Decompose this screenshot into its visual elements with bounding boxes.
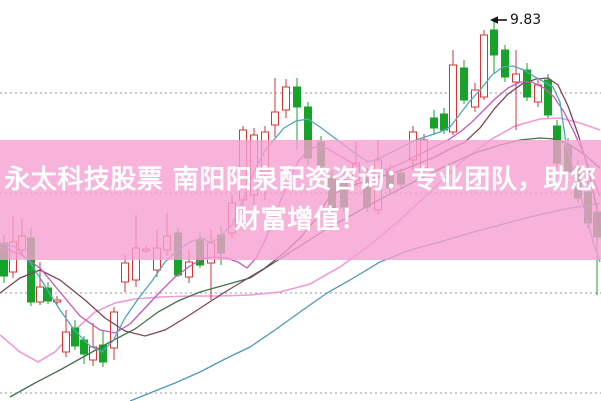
candle	[62, 310, 70, 357]
candle	[544, 74, 552, 118]
candle	[44, 282, 52, 304]
candle	[121, 255, 129, 292]
price-annotation: 9.83	[489, 12, 541, 28]
line-cyan	[0, 65, 601, 353]
candle	[36, 262, 44, 305]
candle	[293, 78, 301, 150]
candle	[271, 78, 279, 137]
candle	[89, 323, 97, 366]
banner-text-line2: 财富增值！	[234, 205, 367, 235]
candle	[449, 50, 457, 135]
candle	[71, 320, 79, 350]
banner-text-line1: 永太科技股票 南阳阳泉配资咨询：专业团队，助您	[4, 165, 597, 195]
candle	[512, 50, 520, 130]
left-arrow-icon	[490, 16, 507, 24]
candle	[99, 330, 107, 367]
price-annotation-label: 9.83	[510, 12, 542, 28]
candle	[53, 296, 61, 305]
promo-banner-overlay: 永太科技股票 南阳阳泉配资咨询：专业团队，助您 财富增值！	[0, 140, 601, 260]
candle	[110, 307, 118, 360]
candle	[501, 45, 509, 82]
candle	[282, 79, 290, 118]
candle	[480, 30, 488, 100]
candle	[460, 60, 468, 104]
candle	[490, 21, 498, 73]
candle	[430, 110, 438, 135]
